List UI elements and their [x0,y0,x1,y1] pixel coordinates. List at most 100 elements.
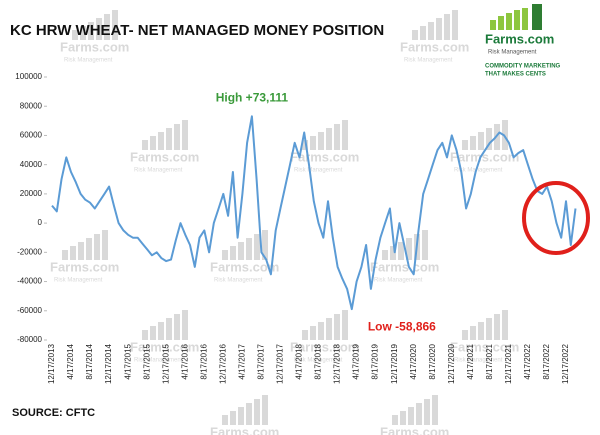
y-tick-label: -60000 [17,306,42,315]
x-tick-label: 4/17/2020 [409,343,418,379]
x-tick-label: 12/17/2015 [161,343,170,384]
logo-bar [514,10,520,30]
x-tick-label: 4/17/2014 [66,343,75,379]
watermark-text: Farms.com [210,424,279,435]
watermark-bar [424,399,430,425]
watermark-bar [470,326,476,340]
x-tick-label: 4/17/2015 [123,343,132,379]
logo-silo [532,4,542,30]
watermark-bar [80,26,86,40]
logo-name: Farms.com [485,31,554,46]
watermark-bar [428,22,434,40]
watermark-bar [150,136,156,150]
watermark-bar [230,246,236,260]
watermark-text: Farms.com [450,339,519,354]
logo-tagline: Risk Management [488,50,537,56]
watermark-bar [342,120,348,150]
watermark-bar [96,18,102,40]
watermark-bar [486,318,492,340]
watermark-bar [142,330,148,340]
watermark-bar [400,411,406,425]
watermark-bar [222,250,228,260]
x-tick-label: 8/17/2019 [371,343,380,379]
watermark-bar [318,132,324,150]
x-tick-label: 4/17/2018 [295,343,304,379]
y-tick-label: -40000 [17,277,42,286]
watermark-bar [432,395,438,425]
x-tick-label: 8/17/2021 [485,343,494,379]
watermark-text: Risk Management [134,168,183,174]
watermark-text: Farms.com [50,259,119,274]
watermark-bar [478,322,484,340]
watermark-bar [416,403,422,425]
x-tick-label: 8/17/2015 [142,343,151,379]
watermark-text: Farms.com [130,149,199,164]
x-tick-label: 8/17/2022 [542,343,551,379]
watermark-bar [254,399,260,425]
x-tick-label: 4/17/2021 [466,343,475,379]
x-tick-label: 12/17/2018 [333,343,342,384]
watermark-bar [150,326,156,340]
watermark-bar [326,318,332,340]
watermark-bar [142,140,148,150]
logo-bar [498,16,504,30]
watermark-text: Risk Management [54,278,103,284]
x-tick-label: 12/17/2022 [561,343,570,384]
watermark-text: Risk Management [134,358,183,364]
watermarks: Farms.com Risk Management Farms.com Risk Ma… [50,10,519,435]
watermark-text: Risk Management [454,358,503,364]
watermark-text: Risk Management [214,278,263,284]
x-tick-label: 8/17/2016 [199,343,208,379]
watermark-bar [102,230,108,260]
y-tick-label: 60000 [20,131,43,140]
y-tick-label: -80000 [17,335,42,344]
x-tick-label: 12/17/2016 [218,343,227,384]
logo: Farms.com Risk Management COMMODITY MARK… [477,4,561,94]
watermark-bar [246,403,252,425]
watermark-text: Risk Management [374,278,423,284]
watermark-text: Risk Management [294,168,343,174]
watermark-bar [182,120,188,150]
x-tick-label: 4/17/2019 [352,343,361,379]
logo-bar [490,20,496,30]
watermark-bar [174,124,180,150]
watermark-bar [70,246,76,260]
watermark-bar [326,128,332,150]
watermark-text: Farms.com [210,259,279,274]
watermark-bar [486,128,492,150]
watermark-text: Farms.com [380,424,449,435]
watermark-text: Farms.com [400,39,469,54]
watermark-bar [238,242,244,260]
watermark-bar [390,246,396,260]
watermark-bar [104,14,110,40]
watermark-bar [112,10,118,40]
watermark-bar [334,314,340,340]
watermark-bar [94,234,100,260]
x-tick-label: 8/17/2017 [257,343,266,379]
watermark-text: Risk Management [294,358,343,364]
watermark-bar [478,132,484,150]
watermark-bar [72,30,78,40]
data-line [51,115,577,311]
watermark-bar [158,132,164,150]
watermark-bar [86,238,92,260]
highlight-circle [522,181,590,255]
watermark-bar [88,22,94,40]
watermark-bar [254,234,260,260]
watermark-text: Farms.com [130,339,199,354]
x-tick-label: 12/17/2013 [47,343,56,384]
watermark-bar [78,242,84,260]
watermark-bar [230,411,236,425]
y-tick-label: -20000 [17,247,42,256]
watermark-bar [262,230,268,260]
watermark-bar [452,10,458,40]
logo-slogan: THAT MAKES CENTS [485,72,546,78]
watermark-text: Farms.com [60,39,129,54]
plot: -80000 -60000 -40000 -20000 0 20000 40000 60000… [15,72,577,384]
watermark-bar [302,330,308,340]
watermark-bar [342,310,348,340]
watermark-bar [166,318,172,340]
watermark-bar [158,322,164,340]
watermark-bar [422,230,428,260]
